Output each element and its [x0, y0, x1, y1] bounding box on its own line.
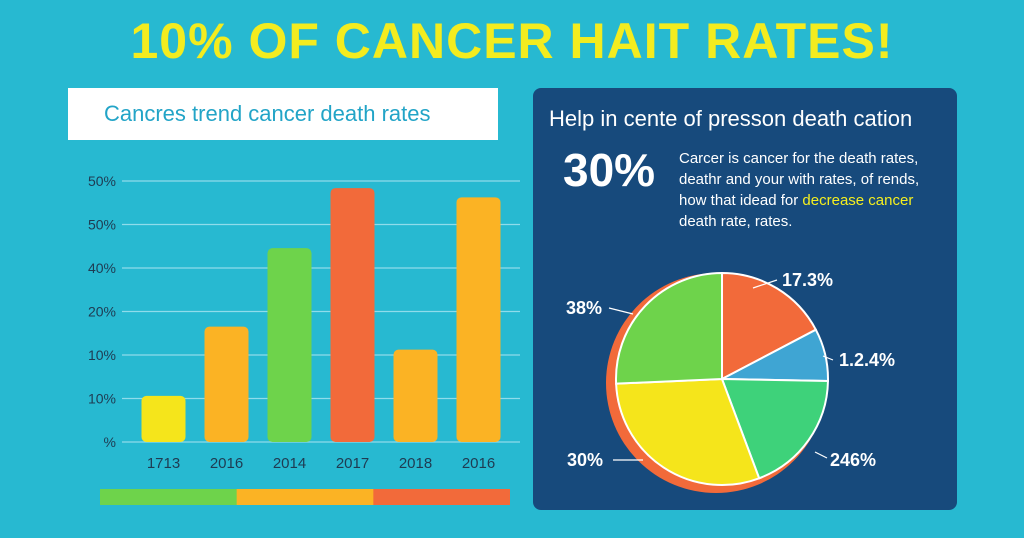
y-tick-label: 50% — [88, 173, 116, 189]
pie-leader-line — [814, 451, 828, 459]
y-tick-label: 40% — [88, 260, 116, 276]
y-tick-label: 10% — [88, 347, 116, 363]
bar — [267, 248, 312, 442]
panel-text-end: death rate, rates. — [679, 213, 793, 230]
legend-swatch — [236, 489, 374, 505]
panel-text-highlight: decrease cancer — [802, 192, 914, 209]
pie-slice-label: 17.3% — [782, 270, 833, 290]
x-tick-label: 2017 — [336, 455, 369, 472]
y-tick-label: % — [104, 434, 116, 450]
bar — [393, 349, 438, 442]
x-tick-label: 2016 — [462, 455, 495, 472]
info-panel: Help in cente of presson death cation 30… — [533, 88, 957, 510]
main-title: 10% OF CANCER HAIT RATES! — [130, 13, 894, 69]
pie-chart: 17.3% 1.2.4% 246% 30% 38% — [566, 270, 895, 493]
pie-leader-line — [822, 355, 834, 361]
color-legend-strip — [100, 489, 510, 505]
x-tick-label: 2018 — [399, 455, 432, 472]
bar-chart-title: Cancres trend cancer death rates — [68, 88, 498, 140]
x-tick-label: 2014 — [273, 455, 306, 472]
x-tick-label: 1713 — [147, 455, 180, 472]
panel-description: Carcer is cancer for the death rates, de… — [679, 148, 949, 232]
y-tick-label: 20% — [88, 304, 116, 320]
legend-swatch — [373, 489, 510, 505]
panel-text-start: Carcer is cancer for the death rates, de… — [679, 150, 920, 209]
x-tick-label: 2016 — [210, 455, 243, 472]
bar — [330, 188, 375, 442]
pie-slice-label: 1.2.4% — [839, 350, 895, 370]
bar — [456, 197, 501, 442]
pie-slice-label: 246% — [830, 450, 876, 470]
pie-slice — [720, 377, 830, 480]
bar-chart: % 10% 10% 20% 40% 50% 50% 1713 2016 2014 2017 2018 2… — [88, 173, 520, 472]
pie-slice-label: 30% — [567, 450, 603, 470]
y-tick-label: 50% — [88, 217, 116, 233]
pie-slice-label: 38% — [566, 298, 602, 318]
pie-leader-line — [752, 279, 778, 289]
big-stat: 30% — [563, 144, 656, 196]
pie-slice — [615, 377, 761, 486]
panel-title: Help in cente of presson death cation — [549, 106, 913, 131]
pie-slice — [721, 271, 818, 381]
bar — [204, 326, 249, 442]
y-tick-label: 10% — [88, 391, 116, 407]
bar — [141, 395, 186, 442]
legend-swatch — [100, 489, 238, 505]
pie-slice — [615, 271, 723, 385]
pie-leader-line — [608, 307, 634, 315]
